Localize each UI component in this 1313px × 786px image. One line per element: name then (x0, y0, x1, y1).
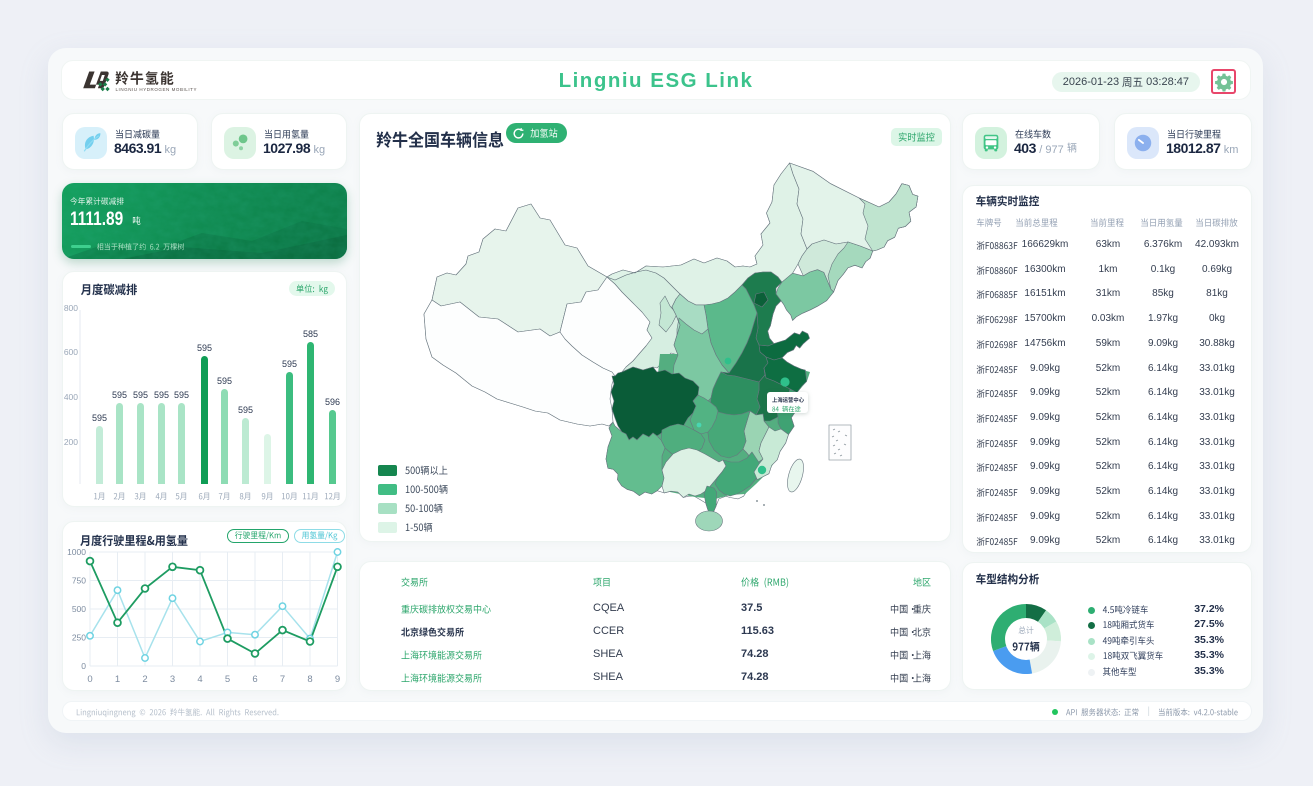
svg-text:595: 595 (238, 405, 253, 415)
svg-text:0: 0 (81, 661, 86, 671)
svg-text:3: 3 (170, 674, 175, 685)
svg-text:595: 595 (217, 376, 232, 386)
svg-text:596: 596 (325, 397, 340, 407)
svg-text:9: 9 (335, 674, 340, 685)
svg-text:595: 595 (92, 413, 107, 423)
svg-text:8: 8 (307, 674, 312, 685)
svg-text:1: 1 (115, 674, 120, 685)
svg-text:500: 500 (72, 604, 86, 614)
svg-text:595: 595 (174, 390, 189, 400)
svg-text:200: 200 (64, 437, 78, 447)
svg-text:595: 595 (197, 343, 212, 353)
svg-text:750: 750 (72, 576, 86, 586)
svg-text:595: 595 (282, 359, 297, 369)
svg-text:1000: 1000 (67, 547, 86, 557)
svg-text:0: 0 (87, 674, 92, 685)
svg-text:2: 2 (142, 674, 147, 685)
svg-text:800: 800 (64, 303, 78, 313)
svg-text:600: 600 (64, 347, 78, 357)
svg-text:LINGNIU HYDROGEN MOBILITY: LINGNIU HYDROGEN MOBILITY (116, 87, 198, 92)
svg-text:250: 250 (72, 633, 86, 643)
svg-text:400: 400 (64, 392, 78, 402)
svg-text:595: 595 (154, 390, 169, 400)
svg-text:5: 5 (225, 674, 230, 685)
svg-text:595: 595 (112, 390, 127, 400)
svg-text:7: 7 (280, 674, 285, 685)
svg-text:585: 585 (303, 329, 318, 339)
svg-text:4: 4 (197, 674, 202, 685)
svg-text:595: 595 (133, 390, 148, 400)
svg-text:6: 6 (252, 674, 257, 685)
